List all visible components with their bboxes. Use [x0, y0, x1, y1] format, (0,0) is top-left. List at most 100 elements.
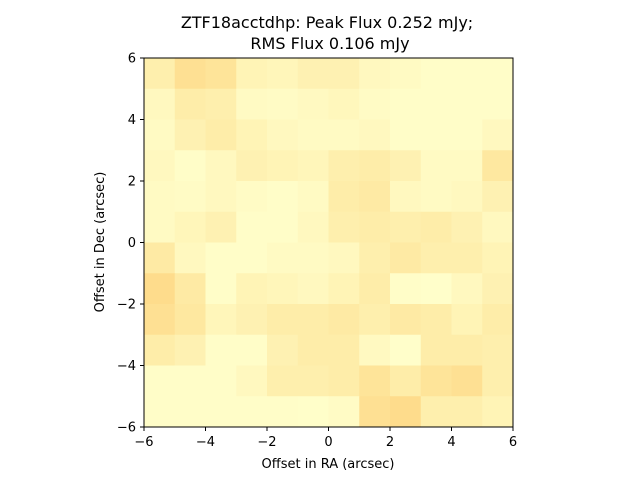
heatmap-cell	[328, 58, 360, 90]
heatmap-cell	[420, 58, 452, 90]
heatmap-cell	[174, 211, 206, 243]
y-tick-label: 0	[128, 236, 136, 251]
heatmap-cell	[451, 119, 483, 151]
heatmap-cell	[205, 396, 237, 428]
heatmap-cell	[205, 58, 237, 90]
heatmap-cell	[267, 396, 299, 428]
heatmap-cell	[297, 273, 329, 305]
heatmap-cell	[420, 119, 452, 151]
heatmap-cell	[267, 334, 299, 366]
heatmap-cell	[359, 181, 391, 213]
heatmap-cell	[482, 273, 514, 305]
y-tick-label: 4	[128, 113, 136, 128]
heatmap-cell	[236, 181, 268, 213]
heatmap-cell	[328, 242, 360, 274]
heatmap-cell	[205, 88, 237, 120]
heatmap-cell	[390, 365, 422, 397]
heatmap-cell	[297, 396, 329, 428]
heatmap-cell	[451, 88, 483, 120]
heatmap-cell	[174, 334, 206, 366]
x-tick-label: 4	[447, 435, 455, 450]
heatmap-cell	[482, 396, 514, 428]
heatmap-cell	[205, 181, 237, 213]
heatmap-cell	[297, 365, 329, 397]
heatmap-cell	[174, 273, 206, 305]
heatmap-cell	[236, 58, 268, 90]
heatmap-cell	[482, 181, 514, 213]
heatmap-cell	[205, 211, 237, 243]
heatmap-cell	[420, 211, 452, 243]
heatmap-cell	[359, 334, 391, 366]
y-tick-label: −6	[117, 421, 136, 436]
heatmap-cell	[451, 150, 483, 182]
heatmap-cell	[297, 88, 329, 120]
heatmap-cell	[236, 88, 268, 120]
heatmap-cell	[144, 304, 176, 336]
heatmap-cell	[205, 365, 237, 397]
x-tick-label: −6	[134, 435, 153, 450]
heatmap-cell	[451, 365, 483, 397]
heatmap-cell	[144, 150, 176, 182]
heatmap-cell	[420, 150, 452, 182]
heatmap-cell	[451, 58, 483, 90]
heatmap-cell	[236, 304, 268, 336]
heatmap-cell	[144, 242, 176, 274]
heatmap-cell	[236, 396, 268, 428]
heatmap-cell	[236, 273, 268, 305]
heatmap-cell	[359, 365, 391, 397]
heatmap-cell	[390, 58, 422, 90]
heatmap-cell	[359, 150, 391, 182]
heatmap-cell	[328, 304, 360, 336]
heatmap-cell	[267, 119, 299, 151]
heatmap-cell	[482, 58, 514, 90]
heatmap-cell	[144, 273, 176, 305]
heatmap-cell	[267, 88, 299, 120]
heatmap-cell	[174, 396, 206, 428]
y-tick-label: −4	[117, 359, 136, 374]
heatmap-cell	[451, 273, 483, 305]
heatmap-cell	[390, 334, 422, 366]
chart-title-line-2: RMS Flux 0.106 mJy	[250, 34, 409, 53]
heatmap-cell	[297, 150, 329, 182]
x-tick-label: 2	[386, 435, 394, 450]
heatmap-cell	[144, 211, 176, 243]
heatmap-cell	[236, 365, 268, 397]
heatmap-cell	[390, 211, 422, 243]
heatmap-cell	[359, 119, 391, 151]
heatmap-cell	[420, 242, 452, 274]
heatmap-cell	[205, 304, 237, 336]
heatmap-cell	[451, 304, 483, 336]
heatmap-cell	[328, 88, 360, 120]
heatmap-cell	[420, 365, 452, 397]
heatmap-cell	[174, 365, 206, 397]
heatmap-cell	[174, 150, 206, 182]
heatmap-cell	[451, 396, 483, 428]
heatmap-cell	[359, 211, 391, 243]
heatmap-cell	[144, 396, 176, 428]
heatmap-cell	[328, 211, 360, 243]
heatmap-cell	[267, 273, 299, 305]
heatmap-cell	[174, 88, 206, 120]
x-axis-ticks: −6 −4 −2 0 2 4 6	[134, 427, 517, 450]
heatmap-cell	[420, 273, 452, 305]
heatmap-cell	[451, 334, 483, 366]
heatmap-cell	[297, 119, 329, 151]
heatmap-cell	[297, 181, 329, 213]
heatmap-cell	[359, 304, 391, 336]
heatmap-cell	[205, 334, 237, 366]
heatmap-cell	[267, 150, 299, 182]
heatmap-cell	[420, 304, 452, 336]
y-tick-label: −2	[117, 298, 136, 313]
y-tick-label: 2	[128, 175, 136, 190]
heatmap-cell	[144, 181, 176, 213]
heatmap-cell	[390, 273, 422, 305]
heatmap-cell	[144, 365, 176, 397]
heatmap-cell	[174, 242, 206, 274]
heatmap-cell	[174, 119, 206, 151]
heatmap-cell	[144, 88, 176, 120]
heatmap-cell	[420, 181, 452, 213]
chart-title-line-1: ZTF18acctdhp: Peak Flux 0.252 mJy;	[181, 13, 473, 32]
heatmap-cell	[297, 304, 329, 336]
heatmap-cell	[482, 365, 514, 397]
